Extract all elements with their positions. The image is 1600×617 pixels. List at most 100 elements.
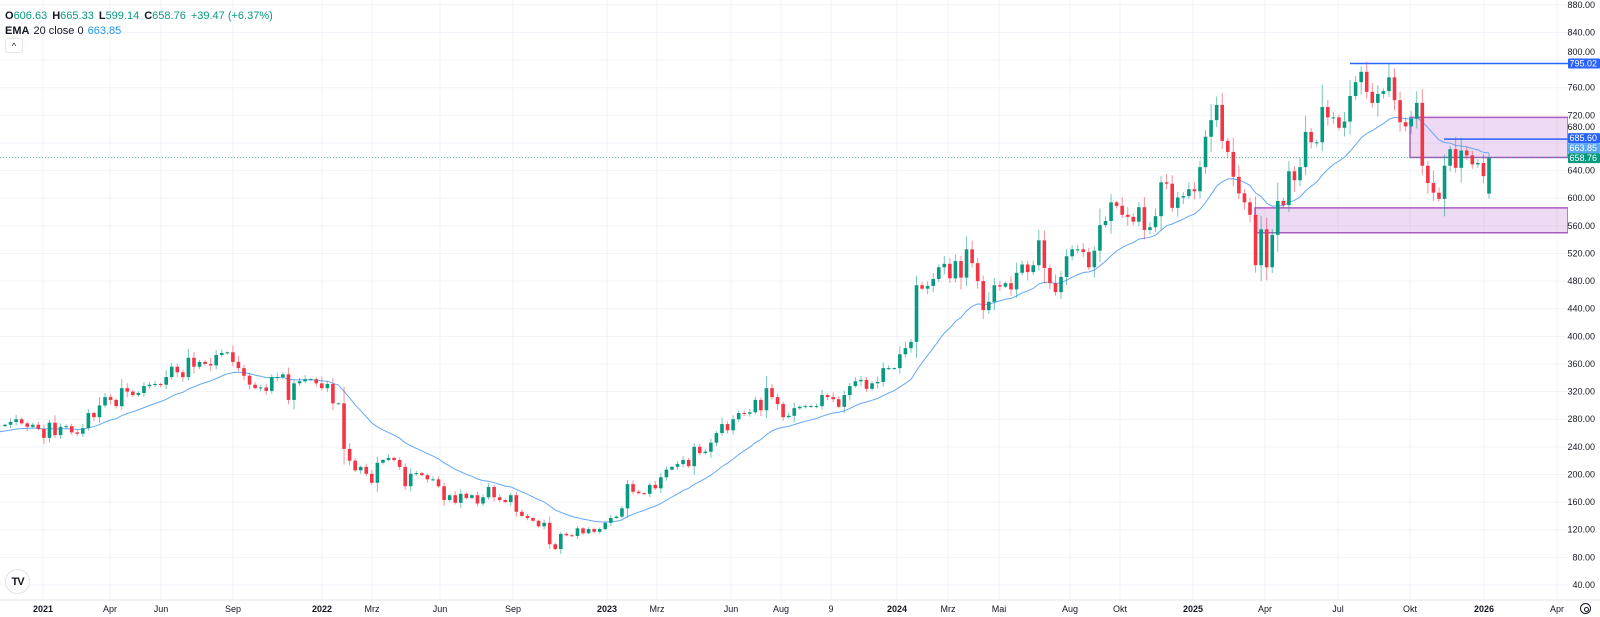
candle (264, 383, 269, 395)
price-tick-label: 680.00 (1567, 122, 1595, 132)
candle (1070, 245, 1074, 261)
candle (1275, 182, 1280, 252)
candle (392, 456, 396, 462)
candle (464, 492, 469, 500)
candle-body (142, 386, 146, 393)
candle-body (3, 424, 7, 427)
candle (420, 472, 424, 476)
candle (342, 386, 346, 465)
candle-body (25, 423, 30, 427)
candle (820, 390, 824, 410)
candle-body (520, 511, 524, 516)
candle (453, 491, 458, 505)
candle (1064, 249, 1069, 285)
zones[interactable] (1254, 116, 1569, 234)
candle (142, 382, 146, 397)
candle (25, 421, 30, 432)
candle-body (1025, 264, 1030, 273)
candle-body (703, 451, 708, 454)
candle (303, 375, 307, 384)
candle-body (642, 493, 646, 495)
candle-body (370, 473, 374, 483)
gear-icon[interactable] (1580, 603, 1591, 614)
candle-body (686, 459, 691, 467)
price-marker-resistance: 795.02 (1568, 59, 1600, 69)
candle-body (1298, 167, 1302, 181)
zone-rectangle[interactable] (1409, 116, 1569, 159)
candle-body (970, 249, 974, 264)
candle (164, 370, 168, 390)
candle (814, 403, 819, 409)
candle (914, 275, 919, 358)
time-tick-label: Okt (1403, 604, 1418, 614)
candle (848, 382, 852, 401)
candle (720, 417, 724, 436)
candle (1403, 117, 1408, 132)
candle (1481, 154, 1486, 184)
candle-body (1048, 267, 1052, 284)
candle (620, 505, 624, 519)
candle (119, 379, 124, 410)
candle (1075, 245, 1080, 254)
candle-body (1420, 102, 1425, 166)
candle (231, 345, 235, 367)
candle (1453, 136, 1458, 173)
candle-body (753, 399, 758, 413)
time-axis[interactable] (0, 600, 1600, 617)
change-value: +39.47 (+6.37%) (190, 9, 273, 22)
candle-body (147, 384, 152, 387)
chevron-up-icon[interactable]: ^ (5, 38, 23, 53)
candle (1292, 166, 1297, 192)
price-tick-label: 360.00 (1567, 359, 1595, 369)
candle-body (14, 419, 18, 422)
candle (1459, 137, 1464, 183)
candle-body (92, 413, 96, 418)
candle-body (1142, 207, 1147, 230)
candle (1203, 130, 1208, 174)
candle-body (392, 457, 396, 460)
zone-rectangle[interactable] (1254, 207, 1569, 234)
price-tick-label: 800.00 (1567, 47, 1595, 57)
candle-body (1187, 189, 1191, 197)
price-tick-label: 840.00 (1567, 27, 1595, 37)
candle-body (292, 383, 296, 400)
tradingview-logo[interactable]: TV (5, 569, 30, 594)
candle-body (1125, 214, 1130, 217)
candle-body (247, 375, 252, 385)
indicator-row[interactable]: EMA 20 close 0 663.85 (5, 23, 278, 38)
high-value: 665.33 (60, 9, 94, 22)
candle-body (1248, 202, 1252, 215)
candle-body (909, 341, 913, 349)
candle-body (525, 515, 530, 519)
candle-body (425, 475, 430, 480)
candle-body (820, 395, 824, 407)
candle-body (214, 354, 219, 366)
candle-body (386, 457, 391, 460)
candle-body (30, 424, 35, 427)
candle (147, 381, 152, 389)
candle-body (1270, 234, 1275, 268)
candle (1120, 197, 1124, 219)
candle (909, 338, 913, 353)
candle (1359, 66, 1363, 95)
horizontal-lines[interactable] (1350, 62, 1568, 140)
candle (1087, 247, 1091, 271)
candle-body (803, 406, 808, 408)
candle-body (836, 399, 841, 407)
candle-body (342, 403, 346, 449)
candle (431, 476, 435, 482)
indicator-name[interactable]: EMA (5, 24, 30, 37)
price-axis[interactable] (1568, 0, 1600, 617)
candle-body (1031, 265, 1036, 273)
candle-body (453, 495, 458, 503)
candle-body (336, 403, 341, 405)
price-tick-label: 240.00 (1567, 442, 1595, 452)
price-marker-text: 658.76 (1569, 153, 1597, 163)
candle (1342, 112, 1347, 137)
candle-body (192, 357, 196, 367)
candle (14, 415, 18, 426)
price-marker-bg (1568, 58, 1600, 69)
candle-body (447, 495, 452, 501)
candle (1431, 170, 1436, 201)
